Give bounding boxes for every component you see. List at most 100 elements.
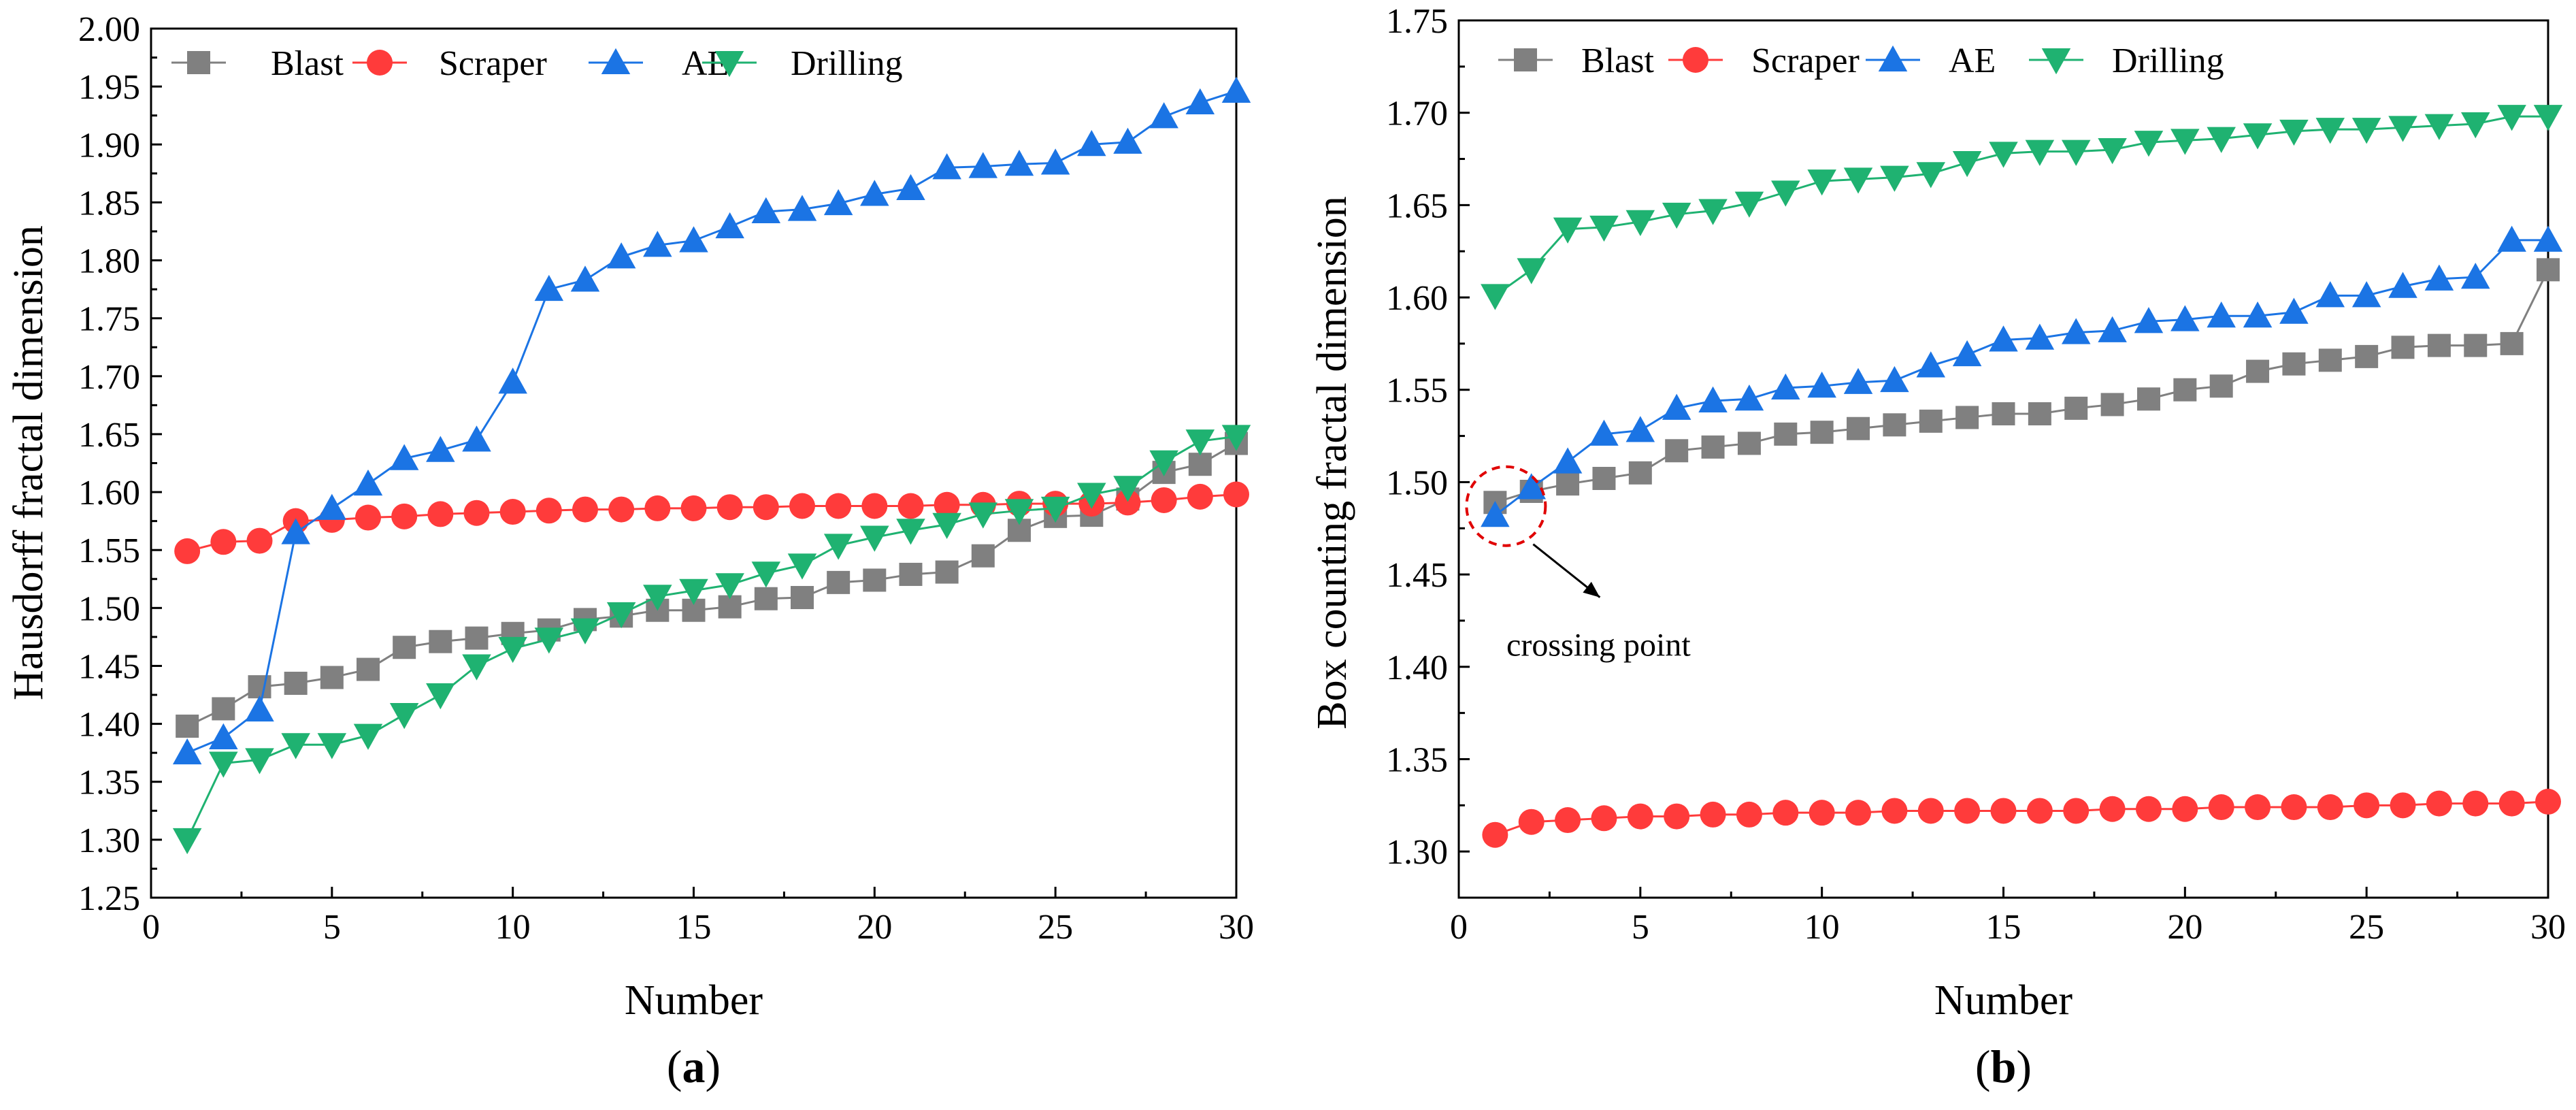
data-point-blast — [863, 568, 887, 592]
legend-marker-scraper — [367, 50, 393, 76]
data-point-scraper — [499, 499, 526, 525]
data-point-drilling — [245, 748, 274, 774]
data-point-blast — [1188, 453, 1212, 476]
data-point-ae — [1517, 473, 1546, 500]
x-tick-label: 20 — [857, 908, 892, 947]
y-tick-label: 1.70 — [1386, 95, 1448, 133]
x-tick-label: 30 — [2530, 908, 2566, 947]
data-point-scraper — [716, 494, 743, 521]
data-point-blast — [212, 697, 235, 721]
y-tick-label: 1.75 — [78, 300, 140, 339]
data-point-scraper — [535, 497, 562, 524]
y-tick-label: 1.35 — [78, 764, 140, 802]
data-point-blast — [2391, 336, 2415, 359]
data-point-drilling — [2351, 118, 2381, 144]
legend-marker-blast — [1514, 48, 1537, 71]
data-point-scraper — [1223, 481, 1249, 508]
y-tick-label: 2.00 — [78, 10, 140, 49]
data-point-ae — [2134, 307, 2164, 333]
legend-label: Scraper — [439, 44, 547, 83]
data-point-scraper — [1772, 800, 1799, 826]
data-point-scraper — [1736, 801, 1762, 828]
series-line-ae — [186, 90, 1237, 754]
y-tick-label: 1.55 — [1386, 372, 1448, 410]
y-tick-label: 1.40 — [1386, 649, 1448, 687]
data-point-scraper — [2462, 790, 2489, 817]
data-point-ae — [245, 695, 274, 722]
legend-marker-ae — [1878, 45, 1908, 71]
data-point-ae — [1185, 88, 1215, 114]
data-point-scraper — [861, 493, 888, 519]
y-tick-label: 1.40 — [78, 706, 140, 745]
series-ae — [1481, 225, 2563, 527]
data-point-drilling — [2134, 131, 2164, 157]
data-point-drilling — [1807, 169, 1836, 196]
data-point-scraper — [1518, 809, 1545, 835]
data-point-blast — [1992, 402, 2015, 426]
data-point-blast — [971, 544, 995, 568]
data-point-scraper — [1555, 807, 1581, 834]
data-point-blast — [429, 630, 452, 653]
data-point-scraper — [934, 491, 960, 518]
data-point-drilling — [1517, 258, 1546, 284]
data-point-blast — [2282, 352, 2306, 376]
data-point-scraper — [2172, 796, 2198, 822]
data-point-drilling — [1625, 210, 1655, 237]
data-point-scraper — [2135, 796, 2162, 822]
y-tick-label: 1.30 — [78, 821, 140, 860]
data-point-blast — [1847, 417, 1870, 440]
legend-item-drilling: Drilling — [2029, 42, 2224, 80]
data-point-ae — [932, 153, 961, 180]
data-point-scraper — [1482, 821, 1508, 848]
data-point-ae — [2388, 272, 2417, 298]
data-point-drilling — [2207, 127, 2236, 153]
y-tick-label: 1.95 — [78, 68, 140, 107]
legend: Blast Scraper AE Drilling — [171, 44, 903, 83]
data-point-drilling — [2279, 119, 2309, 146]
data-point-blast — [1955, 406, 1979, 429]
y-tick-label: 1.90 — [78, 126, 140, 165]
data-point-scraper — [1664, 803, 1690, 830]
data-point-drilling — [1221, 425, 1251, 451]
data-point-scraper — [644, 495, 671, 521]
y-tick-label: 1.50 — [1386, 463, 1448, 502]
data-point-ae — [787, 195, 817, 221]
data-point-scraper — [391, 503, 418, 529]
data-point-ae — [1771, 373, 1800, 400]
data-point-drilling — [643, 585, 672, 611]
series-line-drilling — [186, 435, 1237, 840]
y-tick-label: 1.60 — [78, 474, 140, 512]
data-point-drilling — [1989, 142, 2018, 168]
data-point-ae — [1221, 76, 1251, 103]
x-axis-title: Number — [1934, 977, 2073, 1024]
data-point-drilling — [860, 525, 889, 552]
data-point-scraper — [2281, 794, 2307, 821]
data-point-blast — [2427, 333, 2451, 357]
data-point-ae — [281, 518, 310, 544]
data-point-blast — [827, 570, 851, 594]
series-scraper — [1482, 788, 2561, 848]
data-point-ae — [1989, 325, 2018, 352]
data-point-drilling — [1004, 499, 1034, 525]
data-point-ae — [715, 212, 744, 239]
data-point-drilling — [787, 553, 817, 580]
data-point-drilling — [1952, 150, 1982, 178]
y-tick-label: 1.70 — [78, 358, 140, 397]
x-tick-label: 30 — [1219, 908, 1254, 947]
legend: Blast Scraper AE Drilling — [1498, 42, 2224, 80]
data-point-ae — [2315, 281, 2345, 308]
data-point-drilling — [2388, 116, 2417, 142]
crossing-point-circle — [1465, 465, 1547, 547]
data-point-scraper — [2245, 794, 2271, 821]
data-point-ae — [317, 493, 347, 520]
data-point-scraper — [789, 493, 815, 519]
data-point-scraper — [1990, 798, 2017, 824]
data-point-blast — [320, 666, 344, 689]
data-point-ae — [426, 436, 455, 462]
y-tick-label: 1.55 — [78, 532, 140, 570]
data-point-blast — [1701, 435, 1725, 459]
series-line-blast — [1494, 269, 2549, 504]
data-point-ae — [823, 189, 853, 216]
data-point-blast — [176, 715, 199, 738]
y-tick-label: 1.60 — [1386, 279, 1448, 318]
